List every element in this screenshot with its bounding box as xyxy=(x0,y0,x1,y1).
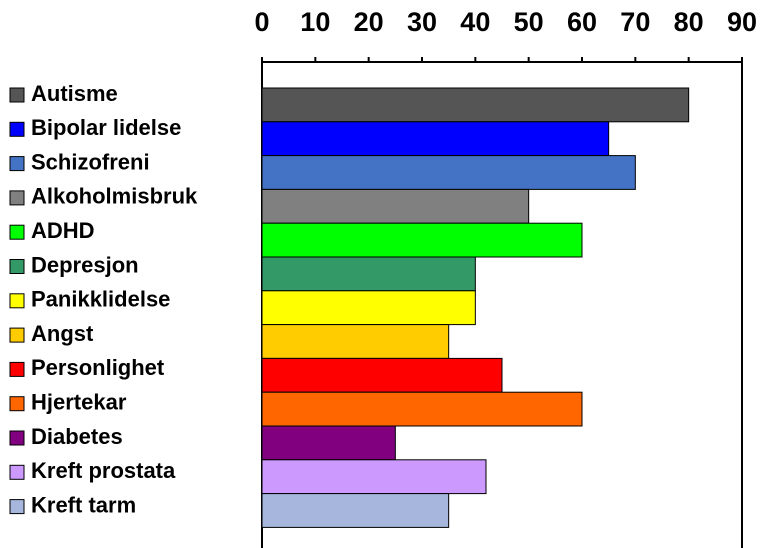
legend-swatch xyxy=(9,361,25,377)
legend-swatch xyxy=(9,224,25,240)
x-tick-label: 50 xyxy=(514,7,544,37)
x-tick-label: 90 xyxy=(727,7,757,37)
x-tick-label: 10 xyxy=(300,7,330,37)
legend-label: Bipolar lidelse xyxy=(31,115,181,140)
legend-label: Hjertekar xyxy=(31,390,127,415)
legend-swatch xyxy=(9,190,25,206)
legend-label: Depresjon xyxy=(31,252,139,277)
legend-label: Angst xyxy=(31,321,94,346)
legend-swatch xyxy=(9,87,25,103)
x-tick-label: 40 xyxy=(460,7,490,37)
bar xyxy=(261,188,530,224)
legend-label: Kreft tarm xyxy=(31,492,136,517)
bar xyxy=(261,222,583,258)
x-tick-label: 80 xyxy=(674,7,704,37)
x-tick-label: 30 xyxy=(407,7,437,37)
bar xyxy=(261,87,690,123)
legend-label: Alkoholmisbruk xyxy=(31,184,198,209)
legend-swatch xyxy=(9,259,25,274)
legend-swatch xyxy=(9,430,25,446)
x-tick-label: 20 xyxy=(354,7,384,37)
bar xyxy=(261,155,636,190)
legend-label: Diabetes xyxy=(31,424,123,449)
bar xyxy=(261,425,396,461)
legend-swatch xyxy=(9,156,25,172)
legend-swatch xyxy=(9,396,25,412)
bar xyxy=(261,324,450,359)
bar xyxy=(261,357,503,393)
legend-label: Autisme xyxy=(31,81,118,106)
x-tick-label: 70 xyxy=(620,7,650,37)
bar xyxy=(261,121,610,157)
bar xyxy=(261,391,583,427)
bar xyxy=(261,256,476,292)
legend-label: ADHD xyxy=(31,218,95,243)
legend-label: Kreft prostata xyxy=(31,458,176,483)
legend-label: Schizofreni xyxy=(31,149,150,174)
legend-swatch xyxy=(9,464,25,480)
bar xyxy=(261,459,487,495)
legend-label: Panikklidelse xyxy=(31,287,170,312)
bar xyxy=(261,290,476,326)
x-tick-label: 60 xyxy=(567,7,597,37)
legend-label: Personlighet xyxy=(31,355,165,380)
legend-swatch xyxy=(9,293,25,309)
legend-swatch xyxy=(9,121,25,137)
legend-swatch xyxy=(9,327,25,343)
bar xyxy=(261,493,450,528)
legend-swatch xyxy=(9,499,25,515)
x-tick-label: 0 xyxy=(254,7,269,37)
